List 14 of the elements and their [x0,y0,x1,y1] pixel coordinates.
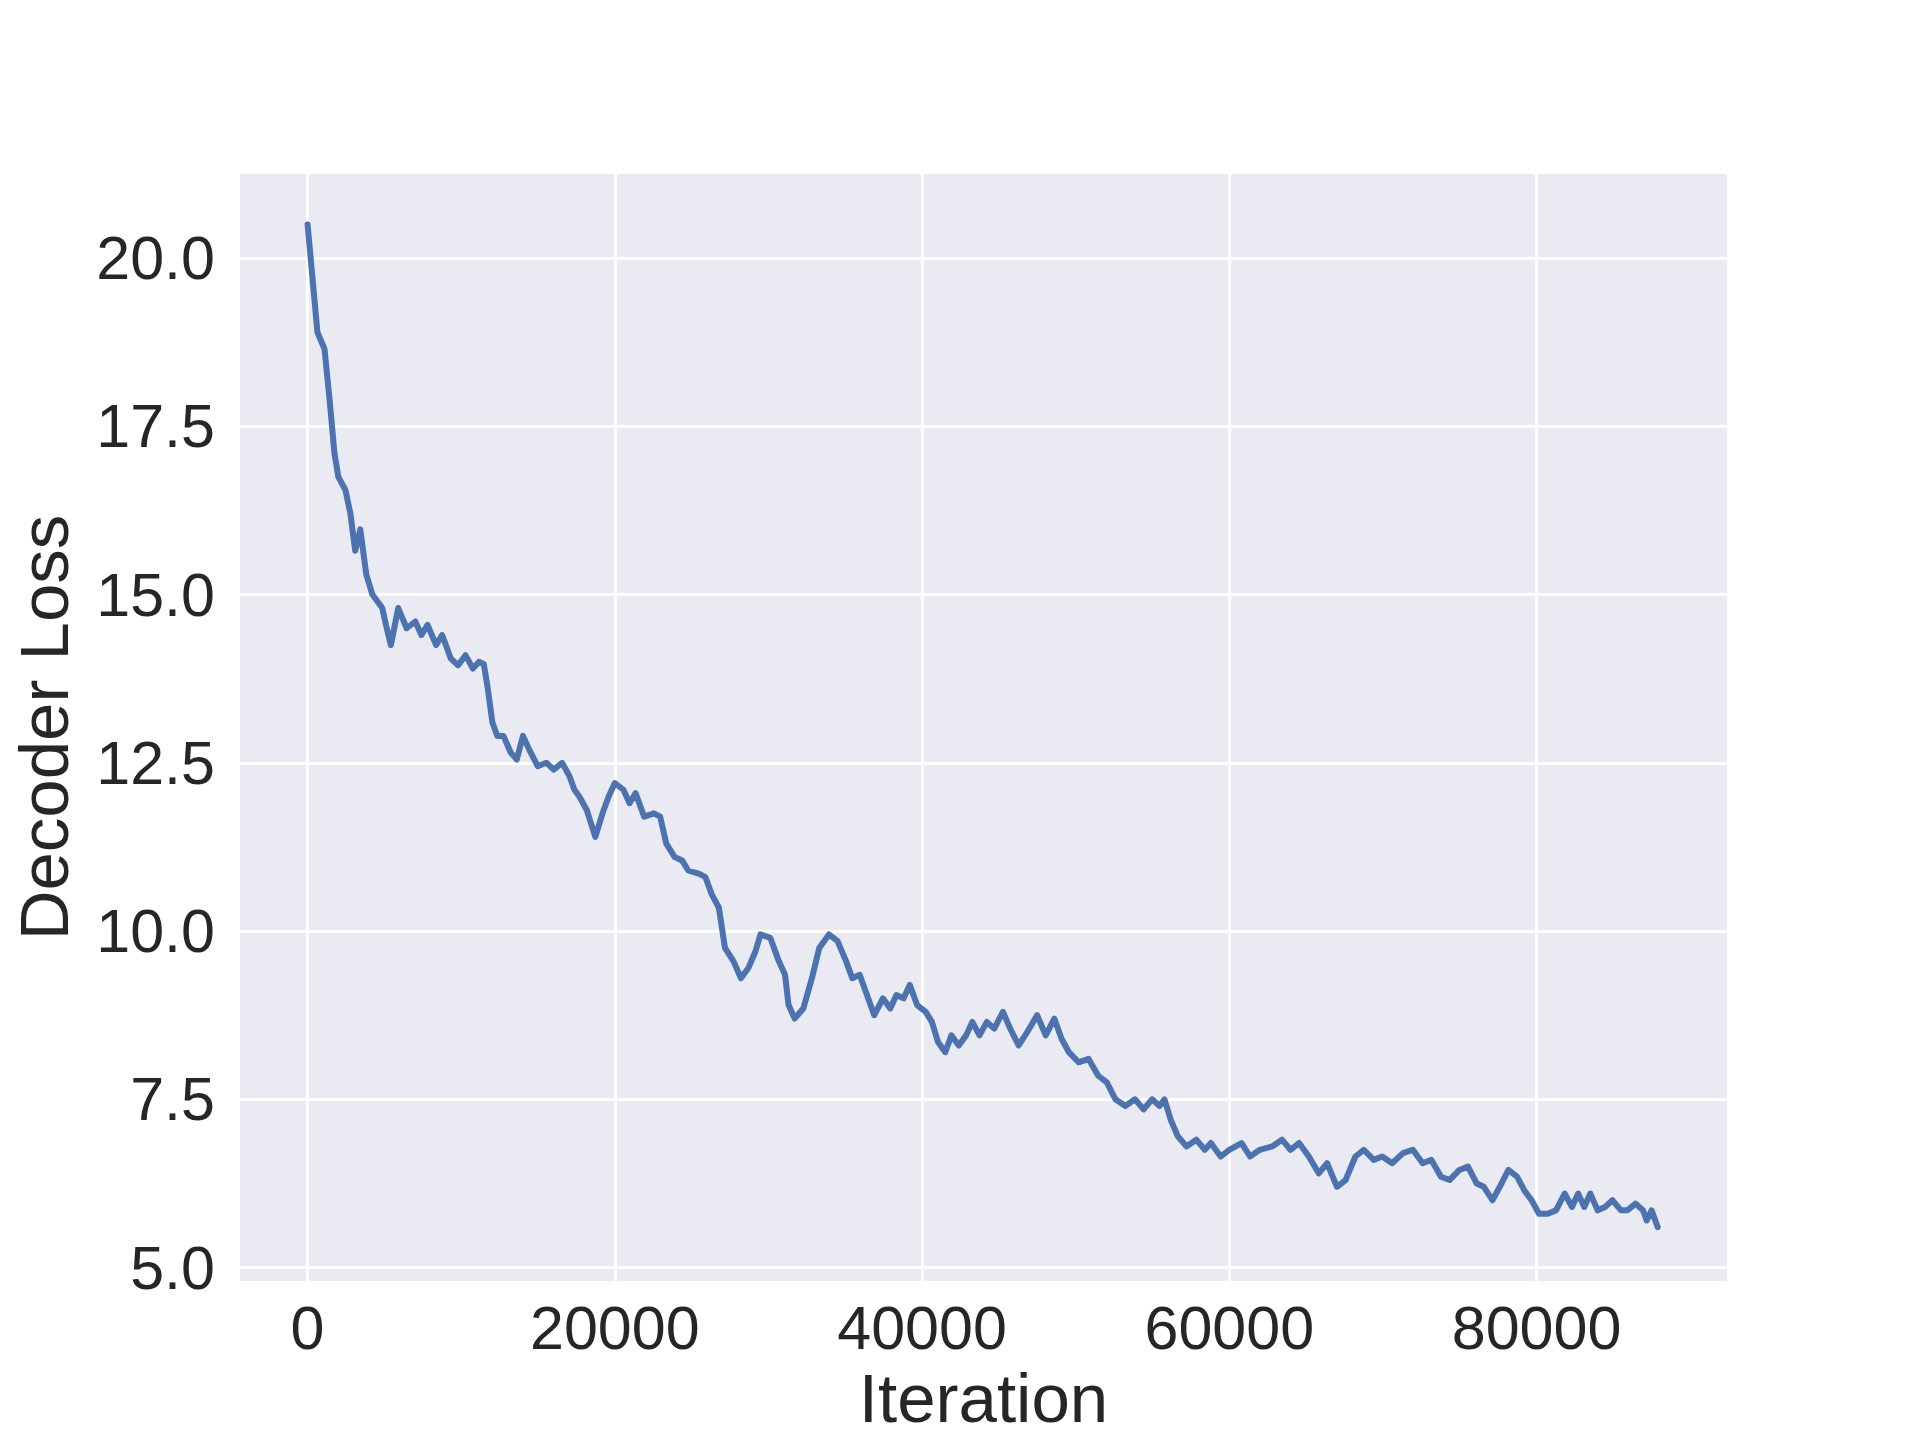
y-tick-label: 12.5 [96,728,215,797]
y-tick-label: 15.0 [96,560,215,629]
x-tick-label: 0 [290,1293,325,1362]
y-axis-title: Decoder Loss [5,514,83,941]
y-tick-label: 17.5 [96,392,215,461]
y-tick-label: 5.0 [130,1233,215,1302]
y-tick-label: 10.0 [96,897,215,966]
y-tick-label: 20.0 [96,224,215,293]
x-tick-label: 20000 [530,1293,700,1362]
x-tick-label: 60000 [1144,1293,1315,1362]
x-tick-label: 80000 [1451,1293,1622,1362]
x-tick-label: 40000 [837,1293,1007,1362]
x-axis-title: Iteration [858,1360,1109,1438]
y-tick-label: 7.5 [130,1065,215,1134]
